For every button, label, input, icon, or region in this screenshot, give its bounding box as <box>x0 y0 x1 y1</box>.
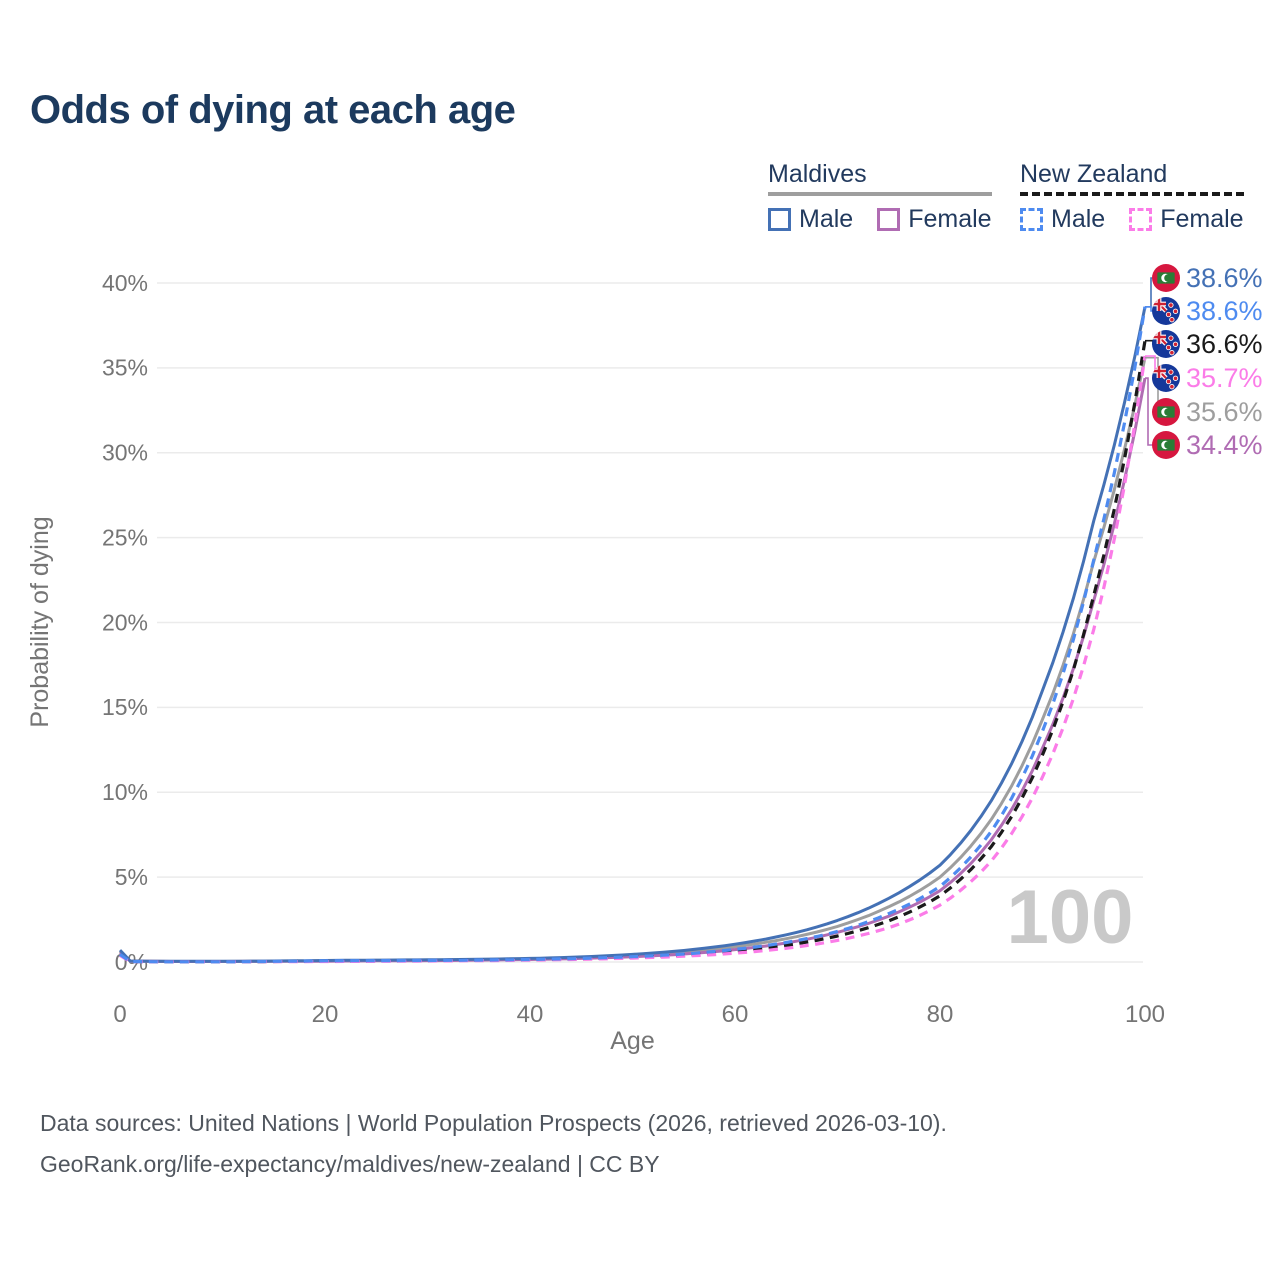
legend-item-new-zealand-female[interactable]: Female <box>1129 205 1244 234</box>
legend-group-maldives: Maldives Male Female <box>768 160 992 234</box>
series-line-new-zealand-both-sexes <box>119 340 1147 964</box>
y-tick-label: 15% <box>102 694 148 720</box>
y-tick-label: 10% <box>102 779 148 805</box>
watermark-age-counter: 100 <box>1007 875 1134 960</box>
new-zealand-flag-icon <box>1152 330 1180 358</box>
new-zealand-flag-icon <box>1152 297 1180 325</box>
legend-title-new-zealand: New Zealand <box>1020 160 1168 188</box>
legend-item-maldives-female[interactable]: Female <box>877 205 992 234</box>
maldives-flag-icon <box>1152 264 1180 292</box>
end-value-label: 34.4% <box>1186 430 1263 460</box>
page-title: Odds of dying at each age <box>30 88 516 132</box>
new-zealand-flag-icon <box>1152 364 1180 392</box>
leader-line <box>1145 277 1152 308</box>
x-tick-label: 40 <box>517 1001 544 1028</box>
new-zealand-female-checkbox-icon[interactable] <box>1129 208 1153 231</box>
end-value-label: 35.7% <box>1186 363 1263 393</box>
legend-group-new-zealand: New Zealand Male Female <box>1020 160 1244 234</box>
x-tick-label: 100 <box>1125 1001 1165 1028</box>
y-axis-title: Probability of dying <box>26 516 54 727</box>
y-tick-label: 20% <box>102 609 148 635</box>
end-value-label: 38.6% <box>1186 296 1263 326</box>
legend-item-label: Male <box>799 205 854 233</box>
y-tick-label: 40% <box>102 270 148 296</box>
footer-line-2: GeoRank.org/life-expectancy/maldives/new… <box>40 1151 660 1177</box>
new-zealand-male-checkbox-icon[interactable] <box>1020 208 1043 231</box>
data-sources-footer: Data sources: United Nations | World Pop… <box>40 1103 947 1185</box>
leader-line <box>1145 377 1152 446</box>
y-tick-label: 5% <box>115 864 148 890</box>
y-tick-label: 25% <box>102 524 148 550</box>
legend-item-label: Male <box>1051 205 1106 233</box>
x-tick-label: 60 <box>722 1001 749 1028</box>
leader-line <box>1145 306 1152 312</box>
x-tick-label: 20 <box>312 1001 339 1028</box>
series-line-new-zealand-male <box>119 306 1147 964</box>
series-line-new-zealand-female <box>119 355 1147 964</box>
series-line-maldives-male <box>118 306 1147 963</box>
end-value-label: 35.6% <box>1186 397 1263 427</box>
new-zealand-line-style-swatch <box>1020 192 1244 196</box>
end-value-label: 36.6% <box>1186 329 1263 359</box>
legend-item-label: Female <box>1160 205 1244 233</box>
legend-title-maldives: Maldives <box>768 160 867 188</box>
legend-item-new-zealand-male[interactable]: Male <box>1020 205 1105 234</box>
y-tick-label: 35% <box>102 355 148 381</box>
gridlines: 0%5%10%15%20%25%30%35%40% <box>102 270 1143 975</box>
end-value-label: 38.6% <box>1186 263 1263 293</box>
x-tick-label: 80 <box>927 1001 954 1028</box>
maldives-male-checkbox-icon[interactable] <box>768 208 791 231</box>
footer-line-1: Data sources: United Nations | World Pop… <box>40 1110 947 1136</box>
maldives-female-checkbox-icon[interactable] <box>877 208 901 231</box>
series-line-maldives-female <box>119 377 1147 963</box>
series-line-maldives-both-sexes <box>118 357 1147 963</box>
y-tick-label: 30% <box>102 440 148 466</box>
x-axis-title: Age <box>610 1027 654 1055</box>
legend-item-maldives-male[interactable]: Male <box>768 205 853 234</box>
maldives-flag-icon <box>1152 398 1180 426</box>
maldives-line-style-swatch <box>768 192 992 196</box>
legend-item-label: Female <box>908 205 992 233</box>
x-tick-label: 0 <box>113 1001 126 1028</box>
maldives-flag-icon <box>1152 431 1180 459</box>
